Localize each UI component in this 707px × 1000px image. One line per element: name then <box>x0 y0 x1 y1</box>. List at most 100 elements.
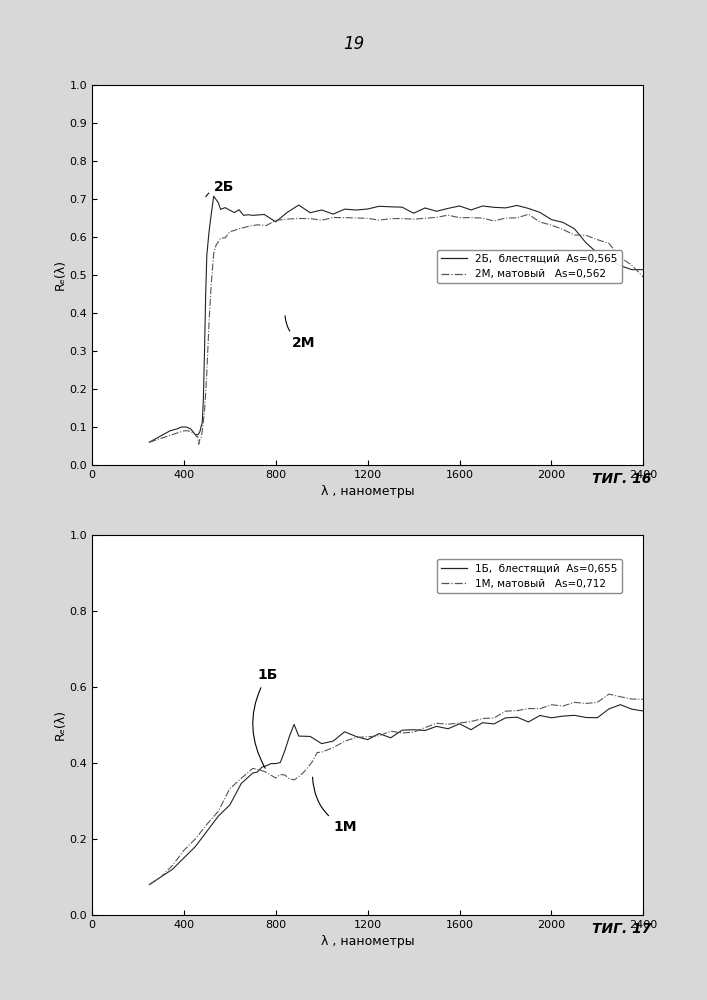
1Б,  блестящий  As=0,655 <box>444 723 452 735</box>
1Б,  блестящий  As=0,655 <box>547 712 556 724</box>
2М, матовый   As=0,562 <box>196 433 204 445</box>
1Б,  блестящий  As=0,655 <box>582 711 590 723</box>
Text: 19: 19 <box>343 35 364 53</box>
Line: 1Б,  блестящий  As=0,655: 1Б, блестящий As=0,655 <box>149 705 643 885</box>
1Б,  блестящий  As=0,655 <box>387 732 395 744</box>
1М, матовый   As=0,712 <box>286 773 294 785</box>
2М, матовый   As=0,562 <box>329 212 337 224</box>
1М, матовый   As=0,712 <box>455 717 464 729</box>
2Б,  блестящий  As=0,565 <box>547 214 556 226</box>
1М, матовый   As=0,712 <box>375 730 383 742</box>
1Б,  блестящий  As=0,655 <box>639 705 648 717</box>
1М, матовый   As=0,712 <box>363 731 372 743</box>
1Б,  блестящий  As=0,655 <box>479 717 487 729</box>
1Б,  блестящий  As=0,655 <box>329 735 337 747</box>
1Б,  блестящий  As=0,655 <box>180 852 188 864</box>
Y-axis label: Rₑ(λ): Rₑ(λ) <box>54 710 66 740</box>
1Б,  блестящий  As=0,655 <box>409 724 418 736</box>
1М, матовый   As=0,712 <box>571 696 579 708</box>
1Б,  блестящий  As=0,655 <box>513 711 521 723</box>
1Б,  блестящий  As=0,655 <box>214 810 223 822</box>
1М, матовый   As=0,712 <box>525 703 533 715</box>
1М, матовый   As=0,712 <box>249 762 257 774</box>
1М, матовый   As=0,712 <box>398 727 407 739</box>
Legend: 1Б,  блестящий  As=0,655, 1М, матовый   As=0,712: 1Б, блестящий As=0,655, 1М, матовый As=0… <box>436 559 621 593</box>
Text: 2Б: 2Б <box>206 180 234 197</box>
2М, матовый   As=0,562 <box>207 276 216 288</box>
1М, матовый   As=0,712 <box>317 746 326 758</box>
1М, матовый   As=0,712 <box>639 693 648 705</box>
1М, матовый   As=0,712 <box>582 697 590 709</box>
1Б,  блестящий  As=0,655 <box>290 718 298 730</box>
1Б,  блестящий  As=0,655 <box>276 757 285 769</box>
2Б,  блестящий  As=0,565 <box>207 207 216 219</box>
1М, матовый   As=0,712 <box>299 767 308 779</box>
1М, матовый   As=0,712 <box>308 755 317 767</box>
1М, матовый   As=0,712 <box>260 765 269 777</box>
1М, матовый   As=0,712 <box>501 705 510 717</box>
1М, матовый   As=0,712 <box>433 717 441 729</box>
2М, матовый   As=0,562 <box>467 212 475 224</box>
1Б,  блестящий  As=0,655 <box>536 709 544 721</box>
1Б,  блестящий  As=0,655 <box>253 766 262 778</box>
1Б,  блестящий  As=0,655 <box>433 720 441 732</box>
X-axis label: λ , нанометры: λ , нанометры <box>321 935 414 948</box>
1Б,  блестящий  As=0,655 <box>317 738 326 750</box>
1М, матовый   As=0,712 <box>513 705 521 717</box>
1Б,  блестящий  As=0,655 <box>237 777 245 789</box>
1Б,  блестящий  As=0,655 <box>168 863 177 875</box>
1М, матовый   As=0,712 <box>276 769 285 781</box>
1М, матовый   As=0,712 <box>237 772 245 784</box>
1М, матовый   As=0,712 <box>226 783 234 795</box>
1Б,  блестящий  As=0,655 <box>295 730 303 742</box>
1Б,  блестящий  As=0,655 <box>267 758 276 770</box>
1Б,  блестящий  As=0,655 <box>157 871 165 883</box>
1Б,  блестящий  As=0,655 <box>490 718 498 730</box>
Text: 2М: 2М <box>285 316 315 350</box>
1Б,  блестящий  As=0,655 <box>286 730 294 742</box>
2Б,  блестящий  As=0,565 <box>145 436 153 448</box>
1Б,  блестящий  As=0,655 <box>375 728 383 740</box>
1М, матовый   As=0,712 <box>145 879 153 891</box>
Text: 1Б: 1Б <box>253 668 278 768</box>
1М, матовый   As=0,712 <box>214 805 223 817</box>
1М, матовый   As=0,712 <box>203 818 211 830</box>
1Б,  блестящий  As=0,655 <box>525 716 533 728</box>
1Б,  блестящий  As=0,655 <box>467 724 475 736</box>
1Б,  блестящий  As=0,655 <box>421 724 429 736</box>
1Б,  блестящий  As=0,655 <box>617 699 625 711</box>
1Б,  блестящий  As=0,655 <box>262 760 271 772</box>
1М, матовый   As=0,712 <box>559 700 567 712</box>
1М, матовый   As=0,712 <box>191 833 199 845</box>
1М, матовый   As=0,712 <box>409 726 418 738</box>
1Б,  блестящий  As=0,655 <box>593 712 602 724</box>
1М, матовый   As=0,712 <box>180 844 188 856</box>
1М, матовый   As=0,712 <box>593 696 602 708</box>
1Б,  блестящий  As=0,655 <box>604 703 613 715</box>
2Б,  блестящий  As=0,565 <box>239 209 248 221</box>
2Б,  блестящий  As=0,565 <box>617 260 625 272</box>
Text: 1М: 1М <box>312 777 356 834</box>
1М, матовый   As=0,712 <box>444 718 452 730</box>
1М, матовый   As=0,712 <box>421 722 429 734</box>
1М, матовый   As=0,712 <box>352 731 361 743</box>
1Б,  блестящий  As=0,655 <box>226 799 234 811</box>
1М, матовый   As=0,712 <box>313 747 322 759</box>
1М, матовый   As=0,712 <box>290 774 298 786</box>
Y-axis label: Rₑ(λ): Rₑ(λ) <box>54 259 66 290</box>
1Б,  блестящий  As=0,655 <box>249 767 257 779</box>
1М, матовый   As=0,712 <box>168 860 177 872</box>
2Б,  блестящий  As=0,565 <box>639 264 648 276</box>
1Б,  блестящий  As=0,655 <box>559 710 567 722</box>
1Б,  блестящий  As=0,655 <box>341 726 349 738</box>
Legend: 2Б,  блестящий  As=0,565, 2М, матовый   As=0,562: 2Б, блестящий As=0,565, 2М, матовый As=0… <box>436 250 621 283</box>
X-axis label: λ , нанометры: λ , нанометры <box>321 485 414 498</box>
2Б,  блестящий  As=0,565 <box>295 199 303 211</box>
2Б,  блестящий  As=0,565 <box>209 190 218 202</box>
1М, матовый   As=0,712 <box>281 769 289 781</box>
1М, матовый   As=0,712 <box>490 712 498 724</box>
1Б,  блестящий  As=0,655 <box>145 879 153 891</box>
1Б,  блестящий  As=0,655 <box>191 841 199 853</box>
1М, матовый   As=0,712 <box>157 871 165 883</box>
Text: ΤИГ. 16: ΤИГ. 16 <box>592 472 652 486</box>
